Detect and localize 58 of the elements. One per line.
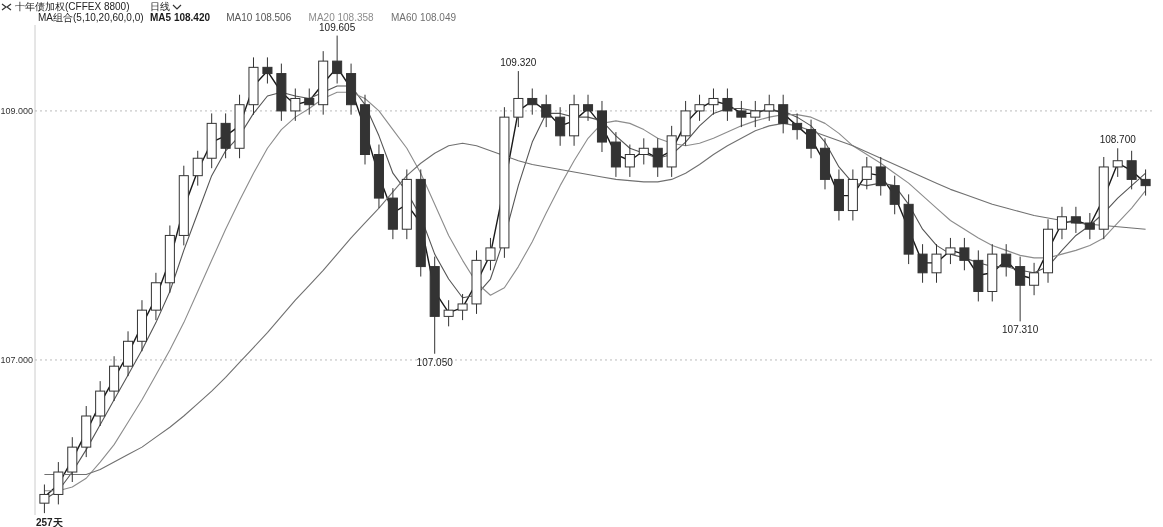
candlestick: [527, 88, 538, 116]
candlestick: [1126, 150, 1137, 190]
candlestick: [1084, 212, 1095, 240]
candlestick: [1070, 206, 1081, 234]
candlestick: [39, 483, 50, 514]
candlestick: [1015, 256, 1026, 322]
candlestick: [1029, 262, 1040, 296]
candlestick: [443, 299, 454, 327]
text: MA10 108.506: [226, 12, 292, 23]
candlestick: [624, 144, 635, 178]
candlestick: [1140, 168, 1151, 197]
chart-title: 十年债加权(CFFEX 8800): [15, 1, 130, 12]
candlestick: [652, 137, 663, 178]
text: 257天: [36, 517, 64, 527]
candlestick: [736, 100, 747, 128]
candlestick: [931, 243, 942, 284]
candlestick: [332, 35, 343, 85]
candlestick: [304, 88, 315, 116]
text: MA20 108.358: [308, 12, 375, 23]
text: MA60 108.049: [391, 12, 457, 23]
candlestick: [638, 137, 649, 165]
annotation: 109.320: [500, 57, 537, 69]
y-tick-label: 109.000: [0, 106, 33, 117]
annotation: 108.700: [1099, 134, 1137, 146]
candlestick: [1056, 206, 1067, 240]
candlestick: [192, 150, 203, 187]
candlestick: [945, 237, 956, 265]
text: MA5 108.420: [150, 12, 211, 23]
candlestick: [889, 175, 900, 215]
candlestick: [708, 88, 719, 116]
candlestick: [750, 100, 761, 128]
candlestick: [513, 70, 524, 128]
candlestick: [541, 94, 552, 128]
candlestick: [1001, 243, 1012, 278]
candlestick: [53, 461, 64, 505]
chart-subtitle: 日线: [150, 1, 170, 12]
candlestick: [806, 119, 817, 159]
candlestick: [457, 293, 468, 321]
annotation: 109.605: [319, 21, 356, 33]
text: MA组合(5,10,20,60,0,0): [38, 12, 144, 23]
candlestick: [694, 94, 705, 122]
candlestick: [583, 94, 594, 122]
annotation: 107.310: [1002, 324, 1039, 336]
y-tick-label: 107.000: [0, 355, 33, 366]
candlestick: [262, 56, 273, 85]
candlestick: [861, 156, 872, 190]
candlestick: [764, 94, 775, 122]
annotation: 107.050: [416, 356, 454, 368]
candlestick: [290, 88, 301, 122]
candlestick: [1112, 147, 1123, 178]
candlestick: [778, 94, 789, 134]
candlestick: [722, 88, 733, 122]
candlestick: [917, 243, 928, 284]
candlestick: [959, 237, 970, 271]
candlestick: [875, 156, 886, 197]
candlestick: [485, 237, 496, 271]
candlestick: [792, 112, 803, 141]
candlestick: [555, 106, 566, 147]
